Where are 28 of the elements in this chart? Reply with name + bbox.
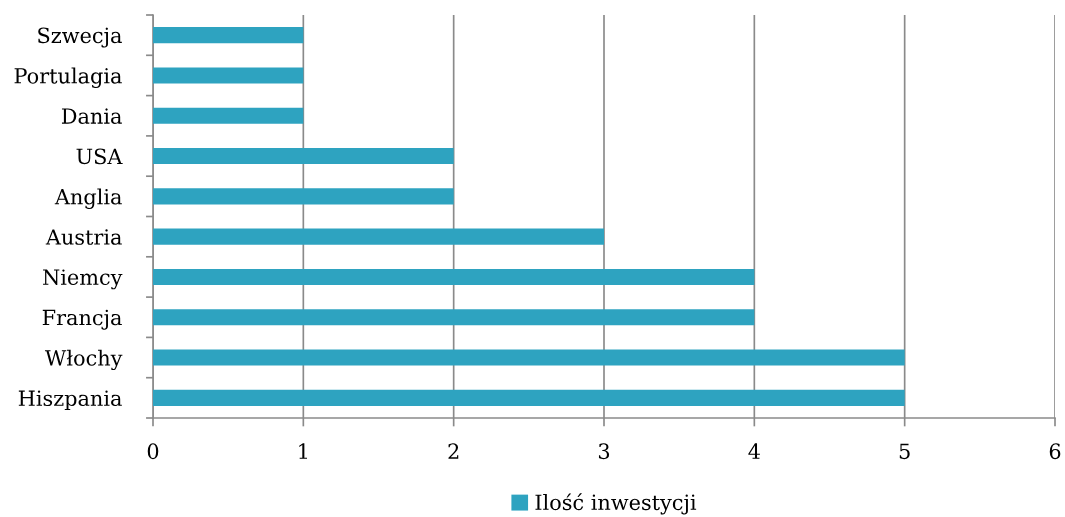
- x-tick-label: 4: [748, 443, 760, 459]
- x-tick-label: 1: [299, 443, 307, 459]
- y-tick-label: Hiszpania: [18, 390, 122, 411]
- bar: [153, 349, 905, 366]
- y-tick-label: Szwecja: [38, 27, 122, 48]
- y-tick-label: Niemcy: [43, 269, 123, 290]
- y-tick-label: Dania: [61, 108, 122, 124]
- x-tick-label: 0: [147, 443, 159, 460]
- y-tick-label: USA: [76, 148, 123, 165]
- y-tick-label: Francja: [42, 309, 122, 330]
- bar: [153, 147, 454, 165]
- y-tick-label: Włochy: [44, 349, 123, 371]
- x-tick-label: 3: [598, 443, 610, 460]
- y-tick-label: Austria: [45, 229, 122, 245]
- bar: [153, 268, 755, 286]
- bar: [153, 107, 304, 124]
- bar: [153, 67, 304, 84]
- bar: [153, 228, 604, 245]
- y-tick-label: Anglia: [54, 188, 122, 209]
- x-tick-label: 2: [448, 443, 459, 459]
- legend-label: Ilość inwestycji: [535, 493, 697, 515]
- x-tick-label: 6: [1049, 443, 1061, 460]
- bar: [153, 309, 755, 326]
- bar: [153, 389, 905, 406]
- y-tick-label: Portulagia: [14, 67, 122, 88]
- bar: [153, 27, 304, 44]
- x-tick-label: 5: [899, 443, 910, 460]
- bar: [153, 188, 454, 205]
